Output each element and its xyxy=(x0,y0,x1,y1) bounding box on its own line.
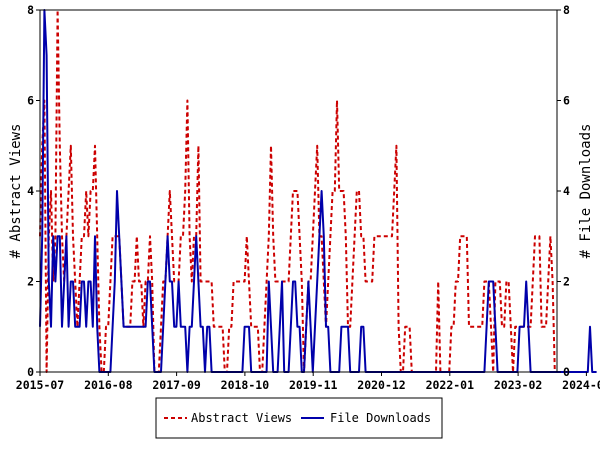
y-tick-left-label: 4 xyxy=(27,184,34,198)
series-line-abstract-views xyxy=(39,9,557,373)
y-tick-right-label: 0 xyxy=(563,365,570,379)
legend-box xyxy=(155,397,443,439)
y-tick-left-label: 2 xyxy=(27,275,34,289)
y-axis-right-title: # File Downloads xyxy=(578,124,594,259)
legend-label-abstract-views: Abstract Views xyxy=(191,411,292,425)
ticks: 0 0 2 2 4 4 6 6 8 8 2015-07 2016-08 2017-09 2018-10 20… xyxy=(16,3,600,392)
x-tick-label: 2017-09 xyxy=(152,378,201,392)
y-tick-left-label: 8 xyxy=(27,3,34,17)
x-tick-label: 2022-01 xyxy=(426,378,475,392)
x-tick-label: 2015-07 xyxy=(16,378,65,392)
x-tick-label: 2016-08 xyxy=(84,378,133,392)
y-tick-right-label: 8 xyxy=(563,3,570,17)
y-tick-left-label: 6 xyxy=(27,94,34,108)
x-tick-label: 2018-10 xyxy=(221,378,270,392)
x-tick-label: 2024-03 xyxy=(562,378,600,392)
y-tick-right-label: 2 xyxy=(563,275,570,289)
y-tick-left-label: 0 xyxy=(27,365,34,379)
x-tick-label: 2023-02 xyxy=(494,378,542,392)
x-tick-label: 2019-11 xyxy=(289,378,338,392)
legend-label-file-downloads: File Downloads xyxy=(330,411,431,425)
legend: Abstract Views File Downloads xyxy=(155,397,443,439)
y-axis-left-title: # Abstract Views xyxy=(8,124,24,259)
y-tick-right-label: 6 xyxy=(563,94,570,108)
x-tick-label: 2020-12 xyxy=(357,378,405,392)
y-tick-right-label: 4 xyxy=(563,184,570,198)
